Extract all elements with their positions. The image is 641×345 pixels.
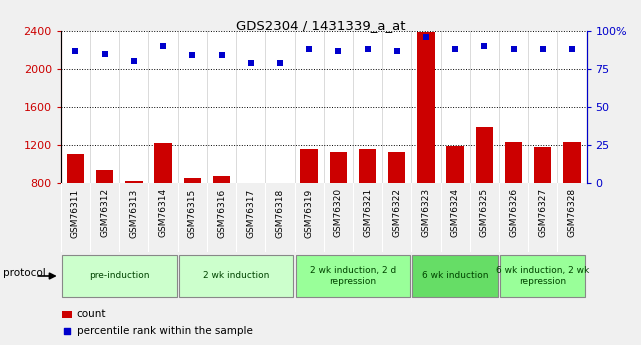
Point bbox=[187, 52, 197, 58]
Bar bbox=[301, 149, 318, 183]
Text: GSM76325: GSM76325 bbox=[480, 188, 489, 237]
Text: GSM76315: GSM76315 bbox=[188, 188, 197, 238]
Bar bbox=[412, 255, 498, 297]
Text: GSM76322: GSM76322 bbox=[392, 188, 401, 237]
Point bbox=[275, 60, 285, 66]
Text: 2 wk induction, 2 d
repression: 2 wk induction, 2 d repression bbox=[310, 266, 396, 286]
Bar bbox=[388, 151, 406, 183]
Bar bbox=[96, 170, 113, 183]
Point bbox=[479, 43, 490, 49]
Text: GSM76313: GSM76313 bbox=[129, 188, 138, 238]
Text: GSM76311: GSM76311 bbox=[71, 188, 80, 238]
Bar bbox=[504, 142, 522, 183]
Bar bbox=[67, 155, 84, 183]
Text: GSM76318: GSM76318 bbox=[276, 188, 285, 238]
Point bbox=[392, 48, 402, 53]
Point bbox=[567, 47, 577, 52]
Bar bbox=[500, 255, 585, 297]
Point bbox=[333, 48, 344, 53]
Bar bbox=[476, 127, 493, 183]
Text: GSM76317: GSM76317 bbox=[246, 188, 255, 238]
Bar bbox=[154, 143, 172, 183]
Bar bbox=[62, 311, 72, 317]
Bar bbox=[296, 255, 410, 297]
Bar bbox=[213, 176, 230, 183]
Text: GSM76328: GSM76328 bbox=[567, 188, 576, 237]
Point bbox=[129, 59, 139, 64]
Bar bbox=[329, 151, 347, 183]
Text: GSM76314: GSM76314 bbox=[158, 188, 167, 237]
Bar bbox=[183, 178, 201, 183]
Text: 6 wk induction: 6 wk induction bbox=[422, 272, 488, 280]
Bar bbox=[62, 255, 176, 297]
Bar bbox=[534, 147, 551, 183]
Text: GDS2304 / 1431339_a_at: GDS2304 / 1431339_a_at bbox=[236, 19, 405, 32]
Text: 2 wk induction: 2 wk induction bbox=[203, 272, 269, 280]
Bar bbox=[359, 149, 376, 183]
Text: count: count bbox=[77, 309, 106, 319]
Text: percentile rank within the sample: percentile rank within the sample bbox=[77, 326, 253, 336]
Text: GSM76323: GSM76323 bbox=[421, 188, 430, 237]
Point bbox=[158, 43, 168, 49]
Text: GSM76327: GSM76327 bbox=[538, 188, 547, 237]
Text: GSM76326: GSM76326 bbox=[509, 188, 518, 237]
Text: GSM76320: GSM76320 bbox=[334, 188, 343, 237]
Point bbox=[217, 52, 227, 58]
Text: protocol: protocol bbox=[3, 268, 46, 277]
Point bbox=[246, 60, 256, 66]
Bar bbox=[179, 255, 294, 297]
Text: GSM76324: GSM76324 bbox=[451, 188, 460, 237]
Text: pre-induction: pre-induction bbox=[89, 272, 149, 280]
Bar bbox=[417, 32, 435, 183]
Point bbox=[62, 328, 72, 334]
Text: GSM76319: GSM76319 bbox=[304, 188, 313, 238]
Point bbox=[420, 34, 431, 40]
Bar bbox=[446, 146, 464, 183]
Point bbox=[362, 47, 372, 52]
Bar bbox=[125, 181, 143, 183]
Bar bbox=[563, 142, 581, 183]
Point bbox=[304, 47, 314, 52]
Point bbox=[71, 48, 81, 53]
Bar bbox=[242, 183, 260, 184]
Text: GSM76316: GSM76316 bbox=[217, 188, 226, 238]
Point bbox=[450, 47, 460, 52]
Point bbox=[508, 47, 519, 52]
Text: 6 wk induction, 2 wk
repression: 6 wk induction, 2 wk repression bbox=[496, 266, 589, 286]
Point bbox=[99, 51, 110, 57]
Text: GSM76312: GSM76312 bbox=[100, 188, 109, 237]
Point bbox=[538, 47, 548, 52]
Text: GSM76321: GSM76321 bbox=[363, 188, 372, 237]
